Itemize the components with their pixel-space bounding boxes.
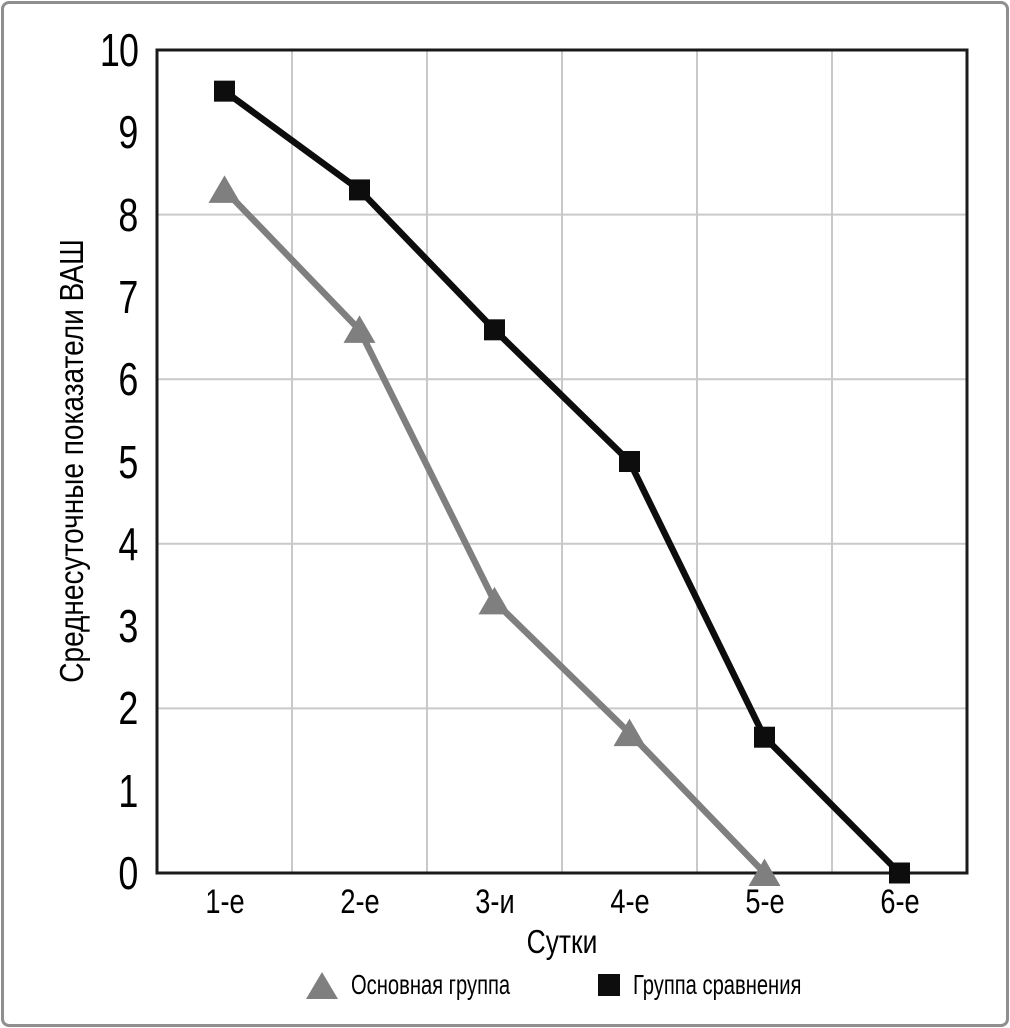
y-tick-label: 8 (118, 188, 139, 241)
legend-item-comparison-group: Группа сравнения (598, 968, 867, 1002)
y-tick-label: 9 (118, 106, 139, 159)
square-marker (619, 451, 640, 472)
y-tick-label: 5 (118, 435, 139, 488)
y-tick-label: 1 (118, 764, 139, 817)
x-tick-label: 3-и (474, 883, 515, 921)
square-marker (484, 319, 505, 341)
triangle-marker (613, 718, 646, 747)
legend-item-main-group: Основная группа (306, 968, 572, 1002)
y-axis-title: Среднесуточные показатели ВАШ (53, 239, 90, 683)
y-tick-label: 7 (118, 270, 139, 323)
y-tick-label: 2 (118, 682, 139, 735)
triangle-marker-icon (306, 971, 338, 999)
x-tick-label: 1-е (204, 883, 245, 921)
x-tick-label: 5-е (744, 883, 785, 921)
x-tick-label: 2-е (339, 883, 380, 921)
y-tick-label: 3 (118, 600, 139, 653)
y-tick-label: 6 (118, 353, 139, 406)
legend-label-main-group: Основная группа (351, 969, 511, 1000)
square-marker-icon (598, 974, 620, 996)
x-tick-label: 6-е (879, 883, 920, 921)
y-tick-label: 0 (118, 847, 139, 899)
triangle-marker (478, 586, 511, 615)
series-line (222, 187, 767, 876)
triangle-marker (748, 858, 781, 886)
triangle-marker (208, 175, 241, 203)
x-tick-label: 4-е (609, 883, 650, 921)
square-marker (889, 862, 910, 884)
legend-label-comparison-group: Группа сравнения (633, 969, 802, 1000)
plot-frame (155, 48, 969, 875)
y-tick-label: 10 (99, 24, 139, 76)
series-line (222, 88, 902, 876)
square-marker (754, 726, 775, 748)
square-marker (214, 80, 235, 102)
x-axis-title: Сутки (526, 923, 598, 960)
y-tick-label: 4 (118, 517, 139, 570)
triangle-marker (343, 315, 376, 343)
square-marker (349, 179, 370, 201)
